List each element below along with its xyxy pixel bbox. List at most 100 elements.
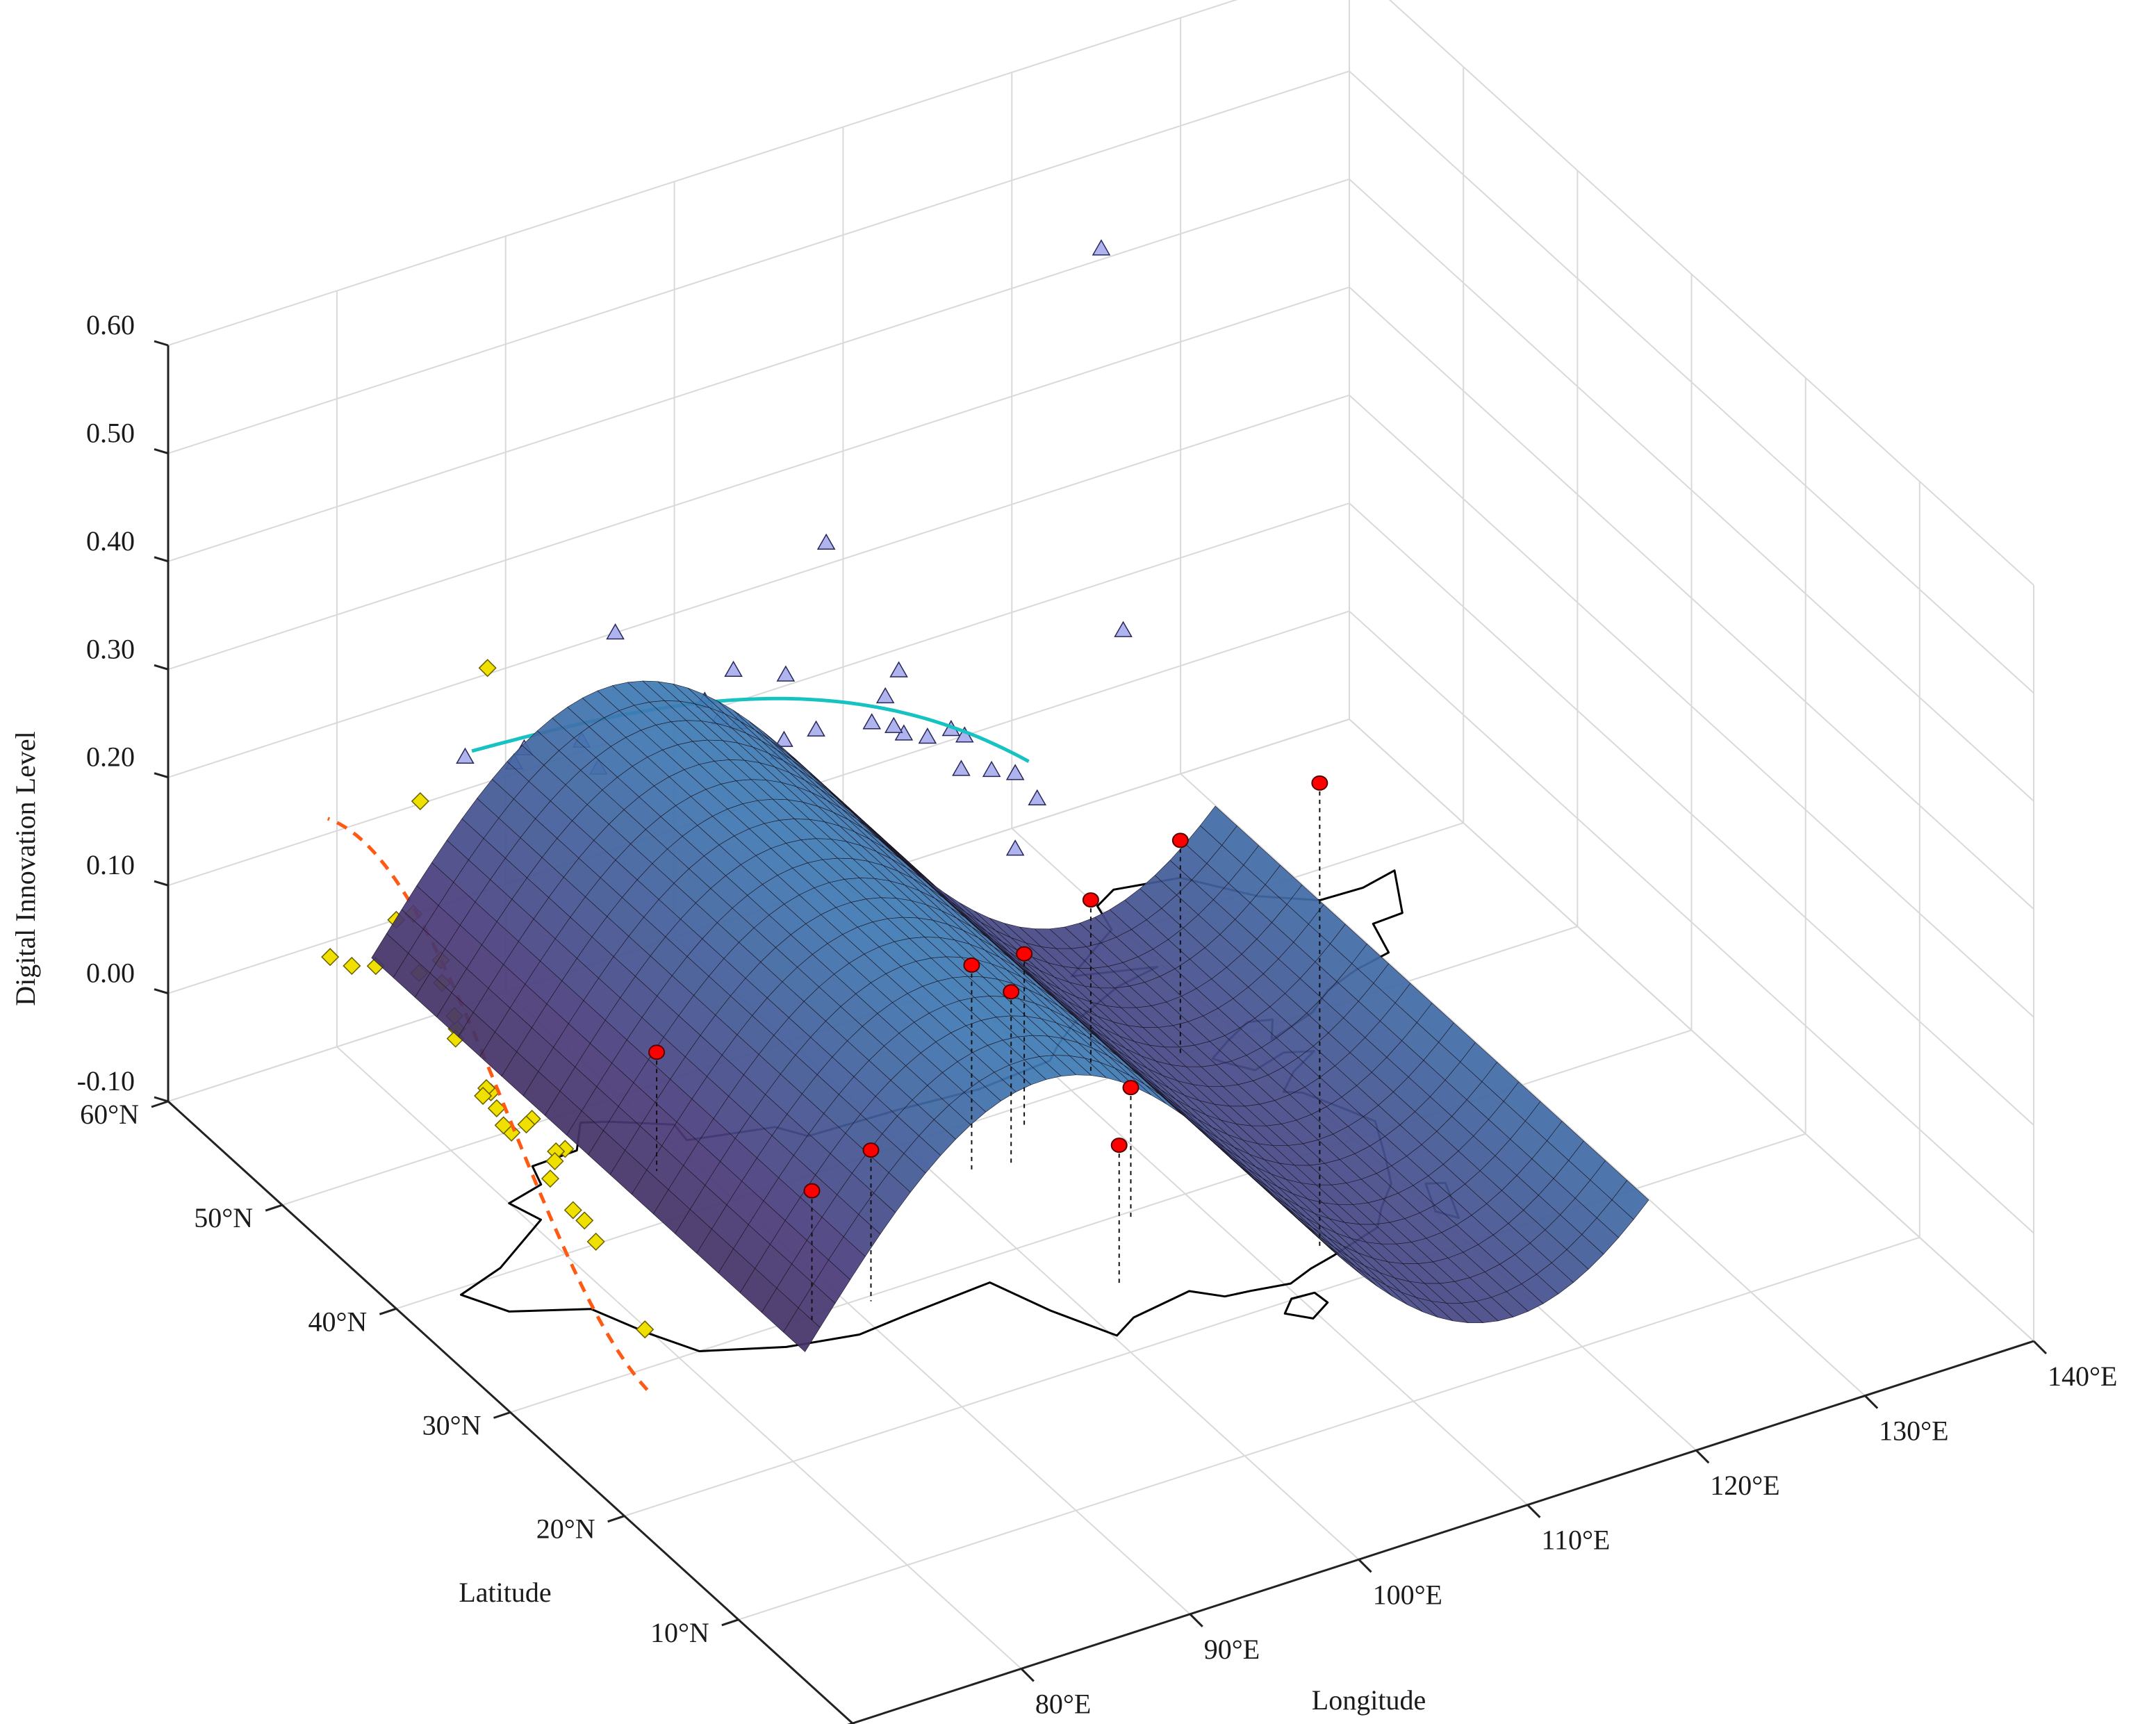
latitude-projection-point [487,1099,506,1118]
latitude-projection-point [343,956,361,976]
longitude-projection-point [952,760,971,776]
back-wall-grid-line [167,286,1350,671]
y-tick-label: 60°N [80,1099,139,1130]
y-tick [151,1100,169,1108]
x-tick [1358,1559,1372,1573]
latitude-projection-point [411,791,429,811]
z-tick [154,448,169,454]
latitude-projection-point [474,1086,493,1106]
z-tick-label: 0.00 [86,958,135,989]
right-wall-grid-line [1349,502,2034,1126]
surface-point [1110,1138,1128,1154]
floor-grid-line [738,1236,1920,1620]
right-wall-grid-line [1349,719,2034,1342]
right-wall-grid-line [1349,610,2034,1234]
latitude-projection-point [478,659,497,678]
x-tick-label: 90°E [1204,1634,1260,1665]
x-axis-title: Longitude [1312,1684,1426,1716]
latitude-projection-point [321,948,340,967]
x-tick-label: 100°E [1373,1579,1442,1610]
latitude-projection-point [575,1211,594,1230]
latitude-projection-point [541,1169,560,1188]
back-wall-grid-line [167,178,1350,562]
back-wall-grid-line [167,0,1238,346]
surface-point [1082,892,1099,908]
x-tick-label: 110°E [1541,1525,1610,1556]
longitude-projection-point [724,660,743,678]
longitude-projection-point [884,716,903,733]
right-wall-grid-line [1349,70,2034,694]
x-tick [1020,1668,1035,1682]
z-tick-label: 0.20 [86,741,135,773]
back-wall-grid-line [167,70,1350,454]
z-tick-label: -0.10 [77,1065,135,1097]
surface-point [803,1183,821,1199]
z-tick-label: 0.10 [86,849,135,880]
z-tick-label: 0.30 [86,633,135,664]
z-tick [154,988,169,995]
surface-point [1171,832,1189,848]
x-tick-label: 130°E [1879,1415,1948,1447]
longitude-projection-point [862,713,882,730]
latitude-projection-point [563,1201,582,1220]
axes: -0.10 0.00 0.10 0.20 0.30 0.40 0.50 0.60 0 10°N 20… [77,309,2117,1724]
x-tick [1864,1395,1879,1409]
longitude-projection-point [776,665,796,682]
surface-points [648,775,1328,1321]
z-tick [154,880,169,887]
longitude-projection-point [889,661,908,678]
x-axis-line [852,1340,2034,1724]
z-tick-label: 0.50 [86,417,135,448]
surface-point [1122,1080,1139,1096]
x-tick [1189,1613,1203,1627]
longitude-projection-point [1092,239,1111,256]
x-tick-label: 120°E [1710,1470,1779,1501]
latitude-projection-point [636,1320,655,1339]
y-tick [721,1618,739,1627]
y-tick-label: 50°N [194,1202,253,1233]
z-tick [154,340,169,347]
surface-point [648,1044,666,1060]
y-tick [265,1204,283,1212]
hainan-border-path [1283,1291,1329,1320]
y-tick-label: 20°N [536,1513,595,1545]
z-tick-label: 0.40 [86,525,135,557]
longitude-projection-point [982,760,1001,778]
latitude-projection-point [545,1151,564,1171]
labels: Digital Innovation Level Longitude Latit… [10,731,1426,1716]
latitude-projection-point [586,1232,605,1251]
right-wall-grid-line [1349,179,2034,802]
longitude-projection-point [1005,764,1025,780]
longitude-projection-point [1028,789,1047,806]
z-axis-title: Digital Innovation Level [10,731,41,1005]
latitude-fit-line [327,816,649,1391]
longitude-projection-point [1005,839,1025,856]
x-tick [1527,1504,1541,1518]
back-wall-grid-line [167,502,1350,887]
right-wall-grid-line [1349,394,2034,1018]
x-tick [1695,1450,1710,1464]
latitude-projection-point [517,1115,536,1134]
surface-point [963,957,980,973]
y-tick-label: 0 [809,1721,823,1724]
y-tick [493,1411,511,1419]
y-tick [607,1515,625,1523]
z-tick [154,556,169,563]
fitted-surface [371,680,1649,1352]
x-tick [2032,1340,2048,1355]
surface-point [862,1142,880,1158]
z-tick [154,1096,169,1103]
longitude-projection-point [1114,621,1133,637]
y-tick-label: 40°N [308,1306,367,1337]
longitude-projection-point [807,720,825,737]
longitude-projection-point [606,623,625,640]
latitude-projection-point [494,1116,513,1135]
back-wall-grid-line [167,394,1350,778]
right-wall-grid-line [1349,286,2034,910]
longitude-projection-point [875,687,895,704]
right-wall-grid-line [1388,0,2034,586]
z-tick [154,772,169,779]
longitude-projection-point [456,747,475,764]
y-tick [379,1307,397,1315]
